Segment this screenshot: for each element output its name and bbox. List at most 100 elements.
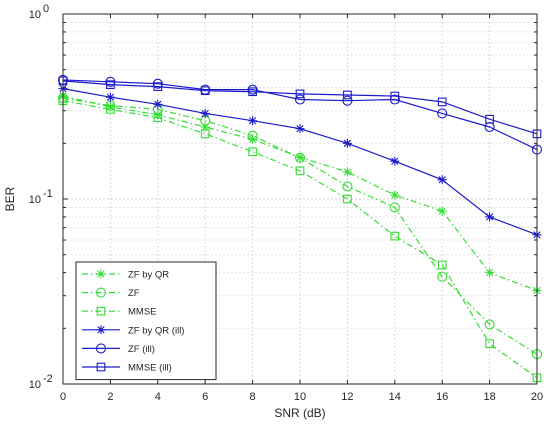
star-stroke (391, 157, 399, 165)
star-stroke (391, 191, 399, 199)
data-point (485, 212, 495, 222)
circle-marker (389, 94, 400, 105)
legend-marker (96, 362, 106, 372)
x-tick-label: 4 (155, 391, 161, 403)
star-stroke (154, 111, 162, 119)
star-stroke (97, 326, 105, 334)
star-stroke (201, 109, 209, 118)
data-point (248, 87, 257, 97)
data-point (390, 156, 400, 166)
circle-marker (342, 181, 353, 192)
data-point (248, 116, 258, 126)
legend-entry: ZF by QR (ill) (82, 325, 184, 336)
data-point (485, 268, 495, 278)
legend-label: MMSE (ill) (128, 363, 172, 374)
square-marker (390, 231, 400, 241)
circle-marker (152, 78, 163, 89)
data-point (294, 94, 306, 105)
x-tick-label: 8 (250, 391, 256, 403)
circle-marker (95, 343, 107, 354)
x-tick-label: 14 (389, 391, 401, 403)
data-point (200, 108, 210, 118)
square-marker (343, 90, 352, 100)
data-point (342, 138, 352, 148)
square-marker (437, 97, 447, 107)
square-marker (248, 147, 257, 157)
square-marker (295, 166, 305, 176)
square-marker (485, 339, 494, 349)
data-point (105, 92, 115, 102)
legend-entry: ZF by QR (82, 269, 169, 281)
square-marker (106, 105, 115, 114)
legend-box (75, 261, 217, 381)
square-marker (96, 362, 106, 372)
data-point (437, 260, 447, 270)
data-point (106, 105, 115, 114)
data-point (437, 271, 448, 282)
star-stroke (343, 139, 352, 147)
circle-marker (389, 202, 400, 213)
star-stroke (343, 168, 352, 176)
data-point (105, 76, 116, 87)
square-marker (200, 86, 210, 96)
x-tick-label: 2 (107, 391, 113, 403)
data-point (152, 78, 163, 89)
y-axis-title: BER (3, 186, 17, 211)
legend-label: ZF (ill) (128, 344, 155, 355)
legend-marker (96, 306, 106, 316)
x-tick-label: 18 (483, 391, 495, 403)
data-point (200, 129, 210, 139)
data-point (295, 124, 305, 134)
series-line (62, 80, 538, 135)
square-marker (96, 306, 106, 316)
legend: ZF by QR ZF MMSE ZF by QR (ill) ZF (ill) MMSE… (75, 261, 217, 381)
legend-label: ZF by QR (128, 270, 169, 281)
star-stroke (97, 270, 105, 278)
data-point (153, 99, 163, 109)
square-marker (485, 114, 494, 124)
circle-marker (294, 94, 306, 105)
x-tick-label: 20 (531, 391, 543, 403)
data-point (484, 319, 495, 330)
square-marker (106, 80, 115, 90)
star-stroke (296, 125, 304, 133)
data-point (437, 108, 448, 119)
star-stroke (106, 93, 115, 101)
data-point (295, 89, 305, 99)
star-stroke (485, 213, 494, 221)
data-point (343, 194, 352, 204)
data-point (248, 147, 257, 157)
legend-label: ZF (128, 288, 140, 299)
x-tick-label: 10 (294, 391, 306, 403)
y-tick-exponent: 0 (43, 3, 49, 15)
square-marker (248, 87, 257, 97)
x-tick-label: 12 (341, 391, 353, 403)
x-tick-label: 0 (60, 391, 66, 403)
legend-entry: ZF (82, 287, 140, 299)
data-point (294, 152, 306, 163)
circle-marker (342, 95, 353, 106)
data-point (342, 181, 353, 192)
circle-marker (484, 319, 495, 330)
legend-marker (95, 287, 107, 298)
y-tick-exponent: -1 (43, 188, 53, 200)
data-point (390, 231, 400, 241)
data-point (437, 175, 447, 185)
data-point (389, 94, 400, 105)
star-stroke (248, 135, 257, 144)
legend-marker (95, 343, 107, 354)
data-point (390, 190, 400, 200)
square-marker (295, 89, 305, 99)
data-point (342, 95, 353, 106)
data-point (437, 97, 447, 107)
circle-marker (437, 271, 448, 282)
legend-label: MMSE (128, 307, 157, 318)
y-tick-label: 10 (29, 194, 41, 206)
square-marker (153, 82, 163, 91)
data-point (106, 80, 115, 90)
y-tick-exponent: -2 (43, 373, 53, 385)
star-stroke (438, 207, 446, 215)
data-point (485, 114, 494, 124)
x-tick-label: 6 (202, 391, 208, 403)
